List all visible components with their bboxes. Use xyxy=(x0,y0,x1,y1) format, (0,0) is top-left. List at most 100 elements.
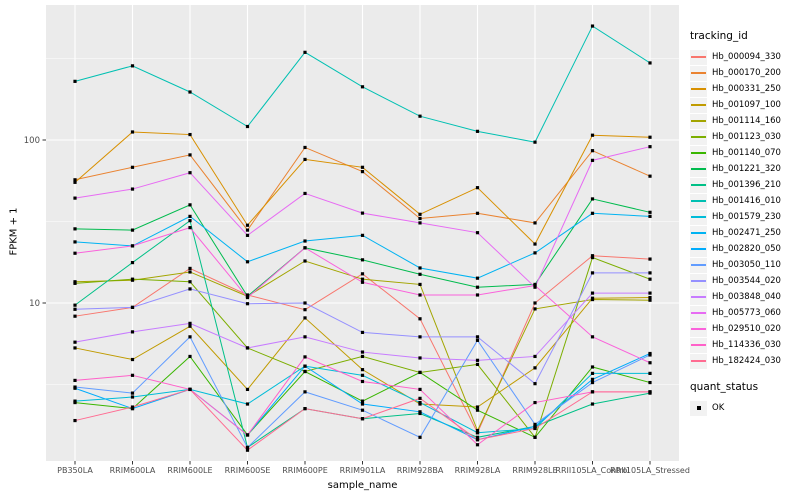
legend-entry-label: Hb_003544_020 xyxy=(712,276,781,286)
data-point xyxy=(188,387,192,392)
y-axis-title: FPKM + 1 xyxy=(8,207,20,256)
legend-key-line-icon xyxy=(691,200,706,202)
data-point xyxy=(648,291,652,295)
data-point xyxy=(73,314,77,318)
data-point xyxy=(418,387,422,392)
data-point xyxy=(590,402,595,406)
data-point xyxy=(360,373,365,377)
data-point xyxy=(188,226,192,230)
data-point xyxy=(130,64,135,68)
legend-key-line-icon xyxy=(691,296,706,298)
data-point xyxy=(130,405,135,409)
legend-key-line-icon xyxy=(691,72,706,74)
data-point xyxy=(533,400,537,405)
data-point xyxy=(188,171,192,175)
legend-entry-label: Hb_002471_250 xyxy=(712,228,781,238)
data-point xyxy=(245,402,250,406)
data-point xyxy=(73,180,77,184)
data-point xyxy=(303,369,307,374)
data-point xyxy=(245,448,250,452)
legend-entry-label: Hb_001140_070 xyxy=(712,148,781,158)
data-point xyxy=(303,50,307,54)
data-point xyxy=(533,285,537,289)
data-point xyxy=(590,254,595,258)
x-tick-label: RRIM600PE xyxy=(282,466,328,475)
legend-key-line-icon xyxy=(691,136,706,138)
data-point xyxy=(360,379,365,384)
data-point xyxy=(188,335,192,339)
data-point xyxy=(418,293,422,297)
data-point xyxy=(590,390,595,394)
legend-entry-label: Hb_000094_330 xyxy=(712,52,781,62)
data-point xyxy=(590,335,595,339)
quant-status-section: quant_status OK xyxy=(690,381,798,416)
y-tick-label: 10 xyxy=(29,299,40,309)
data-point xyxy=(533,301,537,305)
legend-key-icon xyxy=(690,49,707,65)
legend-entry-label: OK xyxy=(712,403,725,413)
data-point xyxy=(360,402,365,406)
data-point xyxy=(73,281,77,285)
legend-entry-Hb_003544_020: Hb_003544_020 xyxy=(690,273,798,289)
data-point xyxy=(475,129,480,133)
legend: tracking_id Hb_000094_330 Hb_000170_200 Hb… xyxy=(690,30,798,416)
data-point xyxy=(188,214,192,218)
data-point xyxy=(245,445,250,450)
data-point xyxy=(533,251,537,255)
data-point xyxy=(360,408,365,412)
data-point xyxy=(590,365,595,369)
data-point xyxy=(73,240,77,244)
legend-entry-Hb_001416_010: Hb_001416_010 xyxy=(690,193,798,209)
data-point xyxy=(130,228,135,232)
legend-key-icon xyxy=(690,353,707,369)
legend-entry-Hb_005773_060: Hb_005773_060 xyxy=(690,305,798,321)
data-point xyxy=(360,211,365,215)
data-point xyxy=(245,295,250,300)
data-point xyxy=(73,399,77,403)
legend-entry-Hb_114336_030: Hb_114336_030 xyxy=(690,337,798,353)
data-point xyxy=(303,308,307,312)
legend-key-icon xyxy=(690,161,707,177)
legend-key-line-icon xyxy=(691,216,706,218)
data-point xyxy=(648,390,652,394)
legend-key-icon xyxy=(690,193,707,209)
x-tick-label: PB350LA xyxy=(57,466,93,475)
legend-key-icon xyxy=(690,145,707,161)
legend-entry-label: Hb_182424_030 xyxy=(712,356,781,366)
data-point xyxy=(475,335,480,339)
data-point xyxy=(648,210,652,214)
data-point xyxy=(475,431,480,435)
data-point xyxy=(360,399,365,403)
data-point xyxy=(533,221,537,225)
data-point xyxy=(648,371,652,375)
data-point xyxy=(130,165,135,169)
data-point xyxy=(590,271,595,275)
legend-entry-label: Hb_001221_320 xyxy=(712,164,781,174)
data-point xyxy=(360,272,365,276)
data-point xyxy=(73,346,77,350)
data-point xyxy=(418,317,422,321)
legend-key-line-icon xyxy=(691,328,706,330)
data-point xyxy=(475,362,480,367)
legend-key-line-icon xyxy=(691,56,706,58)
legend-key-icon xyxy=(690,289,707,305)
data-point xyxy=(533,307,537,311)
legend-entry-Hb_182424_030: Hb_182424_030 xyxy=(690,353,798,369)
legend-key-icon xyxy=(690,129,707,145)
data-point xyxy=(130,395,135,399)
data-point xyxy=(130,373,135,377)
data-point xyxy=(648,277,652,281)
data-point xyxy=(475,428,480,433)
data-point xyxy=(73,251,77,255)
data-point xyxy=(360,330,365,335)
legend-entry-ok: OK xyxy=(690,400,798,416)
data-point xyxy=(188,270,192,274)
legend-entry-label: Hb_002820_050 xyxy=(712,244,781,254)
data-point xyxy=(418,216,422,221)
data-point xyxy=(418,282,422,287)
data-point xyxy=(418,370,422,375)
data-point xyxy=(303,316,307,320)
data-point xyxy=(73,178,77,182)
data-point xyxy=(533,426,537,431)
